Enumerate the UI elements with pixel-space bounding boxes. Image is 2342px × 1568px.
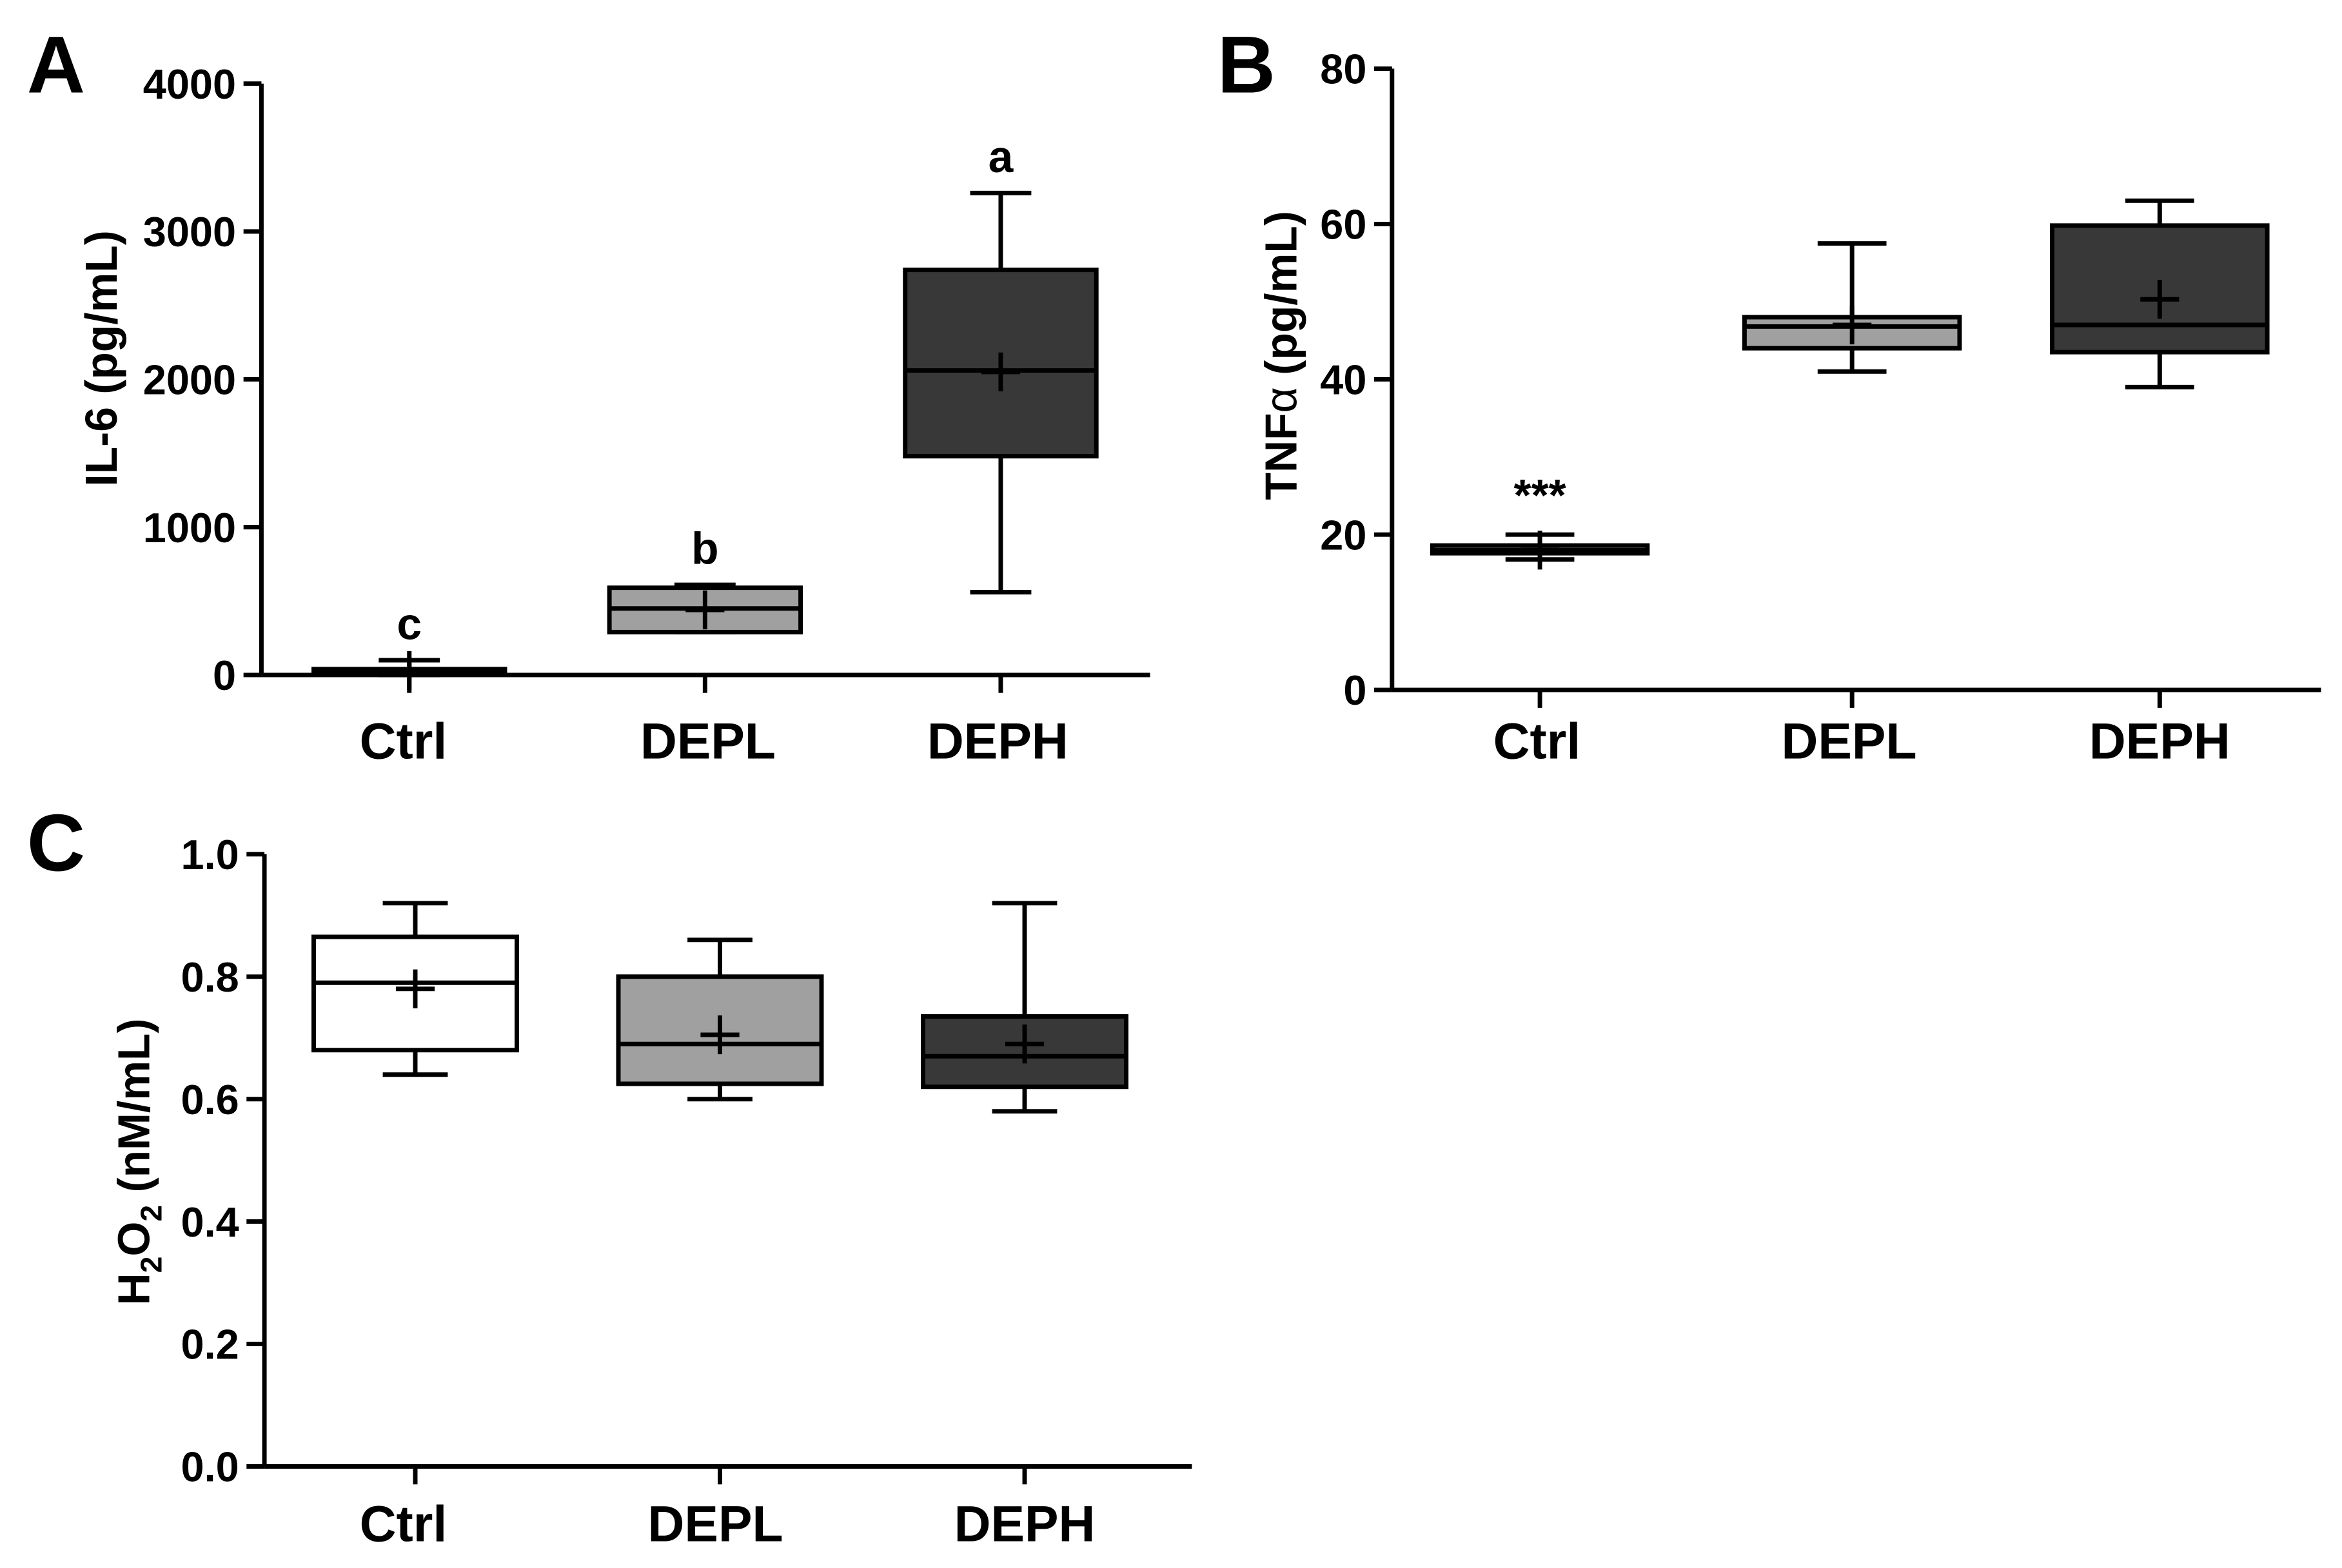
panel-c-box-deph — [921, 901, 1128, 1114]
panel-a-box-deph: a — [903, 132, 1099, 594]
significance-label: c — [397, 599, 422, 649]
panel-a-xtick-label: DEPL — [640, 713, 776, 770]
panel-b-ytick-label: 0 — [1343, 667, 1366, 714]
panel-a-box-depl: b — [607, 524, 803, 634]
panel-a-box-ctrl: c — [311, 599, 507, 691]
panel-b-ylabel-main: TNF — [1256, 413, 1306, 500]
panel-b-ytick-3: 60 — [1320, 201, 1392, 248]
panel-c-ylabel-unit: (nM/mL) — [109, 1018, 159, 1204]
significance-label: b — [691, 524, 718, 574]
panel-a-xtick-2: DEPH — [927, 674, 1068, 770]
panel-a-ytick-label: 0 — [213, 652, 236, 699]
panel-c-ylabel-sub2: 2 — [134, 1205, 168, 1222]
panel-c-box-ctrl — [311, 901, 519, 1077]
panel-c-ylabel: H2O2 (nM/mL) — [109, 1018, 168, 1305]
panel-b-xtick-0: Ctrl — [1493, 690, 1581, 770]
significance-label: *** — [1514, 470, 1566, 520]
panel-c-xtick-label: Ctrl — [360, 1495, 448, 1552]
panel-a-letter: A — [27, 20, 85, 110]
panel-b-ytick-label: 60 — [1320, 201, 1366, 248]
panel-c-box-depl — [616, 937, 824, 1102]
panel-a-ylabel: IL-6 (pg/mL) — [76, 230, 126, 486]
panel-c-ylabel-sub1: 2 — [134, 1257, 168, 1273]
panel-a-ytick-label: 2000 — [143, 356, 236, 403]
panel-b-box-ctrl: *** — [1430, 470, 1650, 570]
panel-b-xtick-label: DEPH — [2089, 713, 2230, 770]
panel-b-ytick-0: 0 — [1343, 667, 1392, 714]
panel-c-ylabel-h: H — [109, 1273, 159, 1305]
panel-c-xtick-label: DEPH — [954, 1495, 1096, 1552]
panel-c-ytick-label: 0.2 — [181, 1321, 239, 1368]
panel-a-ytick-label: 4000 — [143, 61, 236, 108]
panel-b-letter: B — [1217, 20, 1275, 110]
panel-a-ytick-2: 2000 — [143, 356, 262, 403]
panel-b-box-depl — [1742, 241, 1962, 374]
panel-a-ytick-0: 0 — [213, 652, 262, 699]
panel-a-ytick-1: 1000 — [143, 504, 262, 551]
panel-b-ytick-1: 20 — [1320, 511, 1392, 558]
panel-b-ytick-label: 40 — [1320, 356, 1366, 403]
panel-c-ytick-1: 0.2 — [181, 1321, 265, 1368]
panel-a: A IL-6 (pg/mL) 0 1000 2000 3000 4000 Ctr… — [27, 20, 1150, 770]
panel-a-ytick-3: 3000 — [143, 208, 262, 255]
panel-a-xtick-0: Ctrl — [360, 674, 448, 770]
panel-c-ytick-label: 0.0 — [181, 1444, 239, 1491]
panel-c-letter: C — [27, 798, 85, 888]
panel-c-ytick-0: 0.0 — [181, 1444, 265, 1491]
panel-b-ytick-label: 80 — [1320, 46, 1366, 93]
panel-a-ytick-label: 3000 — [143, 208, 236, 255]
panel-c-ytick-label: 0.6 — [181, 1076, 239, 1123]
significance-label: a — [989, 132, 1014, 182]
panel-c: C H2O2 (nM/mL) 0.0 0.2 0.4 0.6 0.8 1.0 C… — [27, 798, 1192, 1552]
panel-b-xtick-label: DEPL — [1782, 713, 1917, 770]
panel-c-ytick-label: 0.4 — [181, 1199, 239, 1246]
panel-b-ylabel-unit: (pg/mL) — [1256, 211, 1306, 375]
panel-c-xtick-1: DEPL — [648, 1466, 783, 1552]
panel-b-ytick-4: 80 — [1320, 46, 1392, 93]
panel-c-xtick-label: DEPL — [648, 1495, 783, 1552]
panel-b-ylabel-symbol: α — [1256, 387, 1306, 413]
panel-a-xtick-label: Ctrl — [360, 713, 448, 770]
panel-a-ytick-label: 1000 — [143, 504, 236, 551]
panel-a-xtick-label: DEPH — [927, 713, 1068, 770]
panel-c-ytick-4: 0.8 — [181, 954, 265, 1001]
panel-a-xtick-1: DEPL — [640, 674, 776, 770]
panel-b-box-deph — [2050, 198, 2270, 389]
panel-b-xtick-1: DEPL — [1782, 690, 1917, 770]
panel-c-ytick-5: 1.0 — [181, 831, 265, 878]
panel-b-ytick-label: 20 — [1320, 511, 1366, 558]
panel-b-ylabel: TNFα (pg/mL) — [1256, 211, 1306, 500]
panel-c-ytick-label: 0.8 — [181, 954, 239, 1001]
panel-c-ytick-label: 1.0 — [181, 831, 239, 878]
panel-b-xtick-2: DEPH — [2089, 690, 2230, 770]
panel-b: B TNFα (pg/mL) 0 20 40 60 80 Ctrl DEPL DE… — [1217, 20, 2321, 770]
panel-c-ytick-2: 0.4 — [181, 1199, 265, 1246]
panel-c-xtick-2: DEPH — [954, 1466, 1096, 1552]
panel-a-ytick-4: 4000 — [143, 61, 262, 108]
panel-b-xtick-label: Ctrl — [1493, 713, 1581, 770]
panel-c-ylabel-o: O — [109, 1222, 159, 1257]
panel-c-xtick-0: Ctrl — [360, 1466, 448, 1552]
panel-c-ytick-3: 0.6 — [181, 1076, 265, 1123]
panel-b-ytick-2: 40 — [1320, 356, 1392, 403]
